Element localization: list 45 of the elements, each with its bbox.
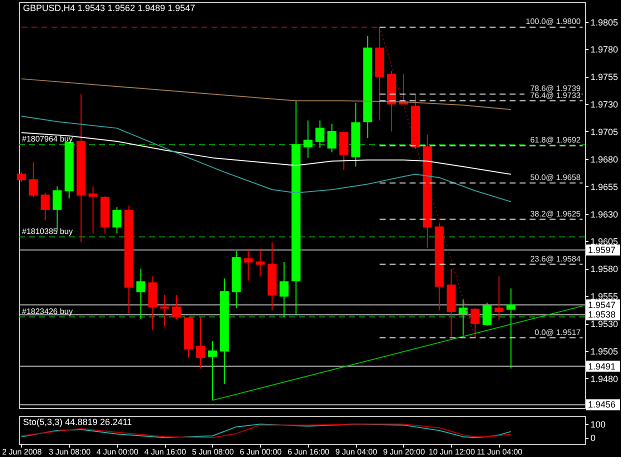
series-label: 76.4@ 1.9733 [530,90,582,100]
x-tick-label: 10 Jun 12:00 [428,448,476,456]
ref-line-label: #1810385 buy [22,226,73,236]
series-label: 23.6@ 1.9584 [530,254,582,264]
x-tick-label: 6 Jun 16:00 [288,448,330,456]
ref-line-label: 1.9597 [588,244,616,255]
y-tick-label: 1.9630 [590,209,618,220]
y-tick-label: 1.9605 [590,236,618,247]
series-label: 50.0@ 1.9658 [530,173,582,182]
ref-line-label: #1807964 buy [22,134,73,144]
x-tick-label: 4 Jun 00:00 [96,448,139,456]
x-tick-label: 9 Jun 04:00 [335,448,378,456]
y-tick-label: 100 [590,420,606,430]
chart-title: Sto(5,3,3) 44.8819 26.2411 [23,417,132,427]
x-tick-label: 3 Jun 08:00 [48,448,92,456]
series-label: 78.6@ 1.9739 [530,84,582,94]
ref-line-label: 1.9547 [588,300,616,310]
x-tick-label: 4 Jun 16:00 [144,448,187,456]
series-label: 61.8@ 1.9692 [530,136,582,145]
y-tick-label: 1.9730 [590,100,618,110]
series-label: 0.0@ 1.9517 [534,328,582,337]
ref-line-label: 1.9538 [588,310,616,320]
y-tick-label: 1.9555 [590,292,618,302]
y-tick-label: 1.9505 [590,346,618,356]
x-tick-label: 6 Jun 00:00 [240,448,282,456]
y-tick-label: 1.9655 [590,182,618,192]
y-tick-label: 1.9780 [590,44,618,55]
x-tick-label: 11 Jun 04:00 [476,448,523,456]
chart-title: GBPUSD,H4 1.9543 1.9562 1.9489 1.9547 [23,3,196,13]
y-tick-label: 1.9805 [590,17,618,28]
series-label: 38.2@ 1.9625 [530,209,582,218]
y-tick-label: 1.9680 [590,154,618,164]
y-tick-label: 1.9755 [590,72,618,82]
y-tick-label: 1.9705 [590,126,618,137]
y-tick-label: 0 [590,433,596,444]
y-tick-label: 1.9530 [590,319,618,330]
y-tick-label: 1.9480 [590,374,618,384]
ref-line-label: #1823426 buy [22,306,73,316]
y-tick-label: 1.9580 [590,264,618,274]
x-tick-label: 2 Jun 2008 [2,448,42,456]
series-label: 100.0@ 1.9800 [526,17,582,26]
ref-line-label: 1.9456 [588,400,616,410]
x-tick-label: 5 Jun 08:00 [192,448,234,456]
x-tick-label: 9 Jun 20:00 [383,448,426,456]
ref-line-label: 1.9491 [588,361,616,372]
